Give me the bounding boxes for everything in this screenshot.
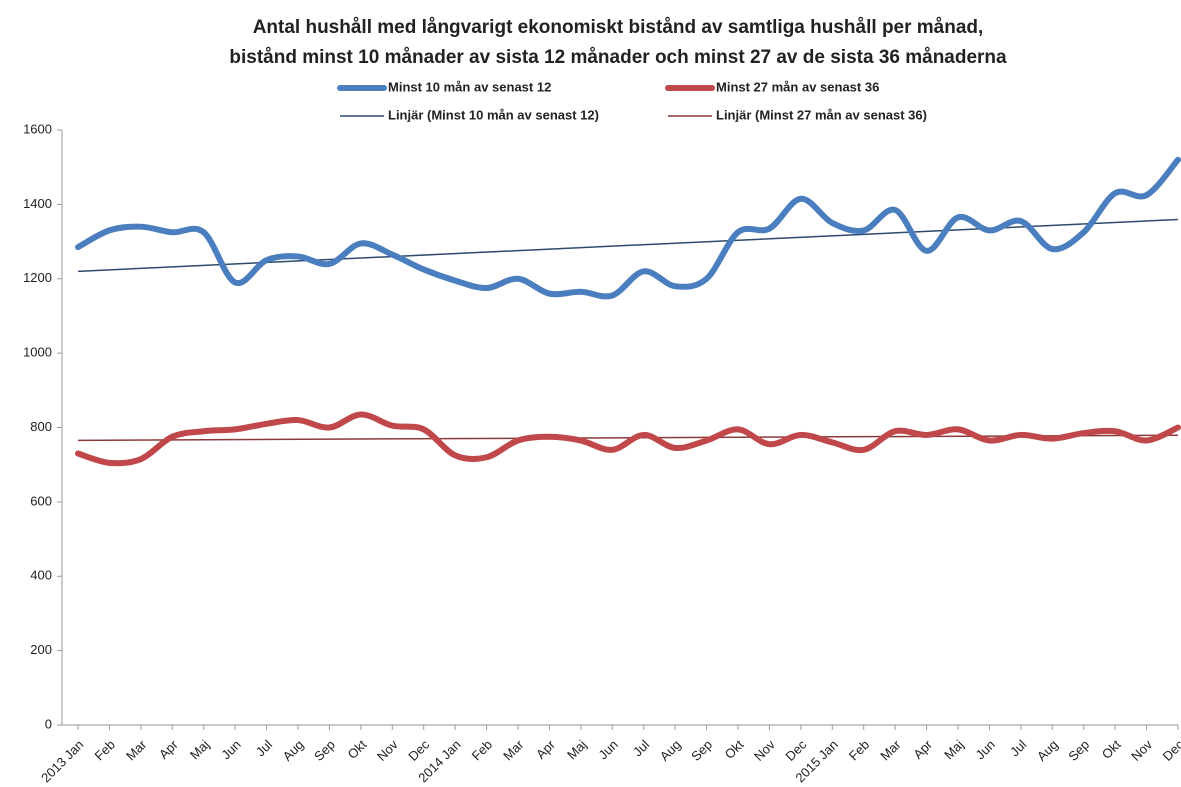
x-tick-label: Apr [910,736,935,761]
x-tick-label: Dec [1160,737,1181,764]
legend-label: Linjär (Minst 27 mån av senast 36) [716,107,927,122]
x-tick-label: Feb [846,737,872,763]
legend-label: Minst 10 mån av senast 12 [388,79,551,94]
x-tick-label: Maj [187,737,212,762]
x-tick-label: Jun [218,737,243,762]
x-tick-label: Apr [156,736,181,761]
legend-label: Minst 27 mån av senast 36 [716,79,879,94]
x-tick-label: Nov [374,737,401,764]
x-tick-label: Mar [500,736,527,763]
y-tick-label: 1600 [23,121,52,136]
x-tick-label: Sep [311,737,338,764]
y-tick-label: 800 [30,419,52,434]
trendline [77,434,1179,442]
x-tick-label: Mar [123,736,150,763]
x-tick-label: Feb [92,737,118,763]
x-tick-label: Aug [280,737,307,764]
x-tick-label: Jun [595,737,620,762]
x-tick-label: Dec [405,737,432,764]
x-tick-label: Okt [1099,737,1124,762]
y-tick-label: 200 [30,642,52,657]
y-tick-label: 400 [30,568,52,583]
y-tick-label: 1200 [23,270,52,285]
x-tick-label: Jul [630,737,652,759]
x-tick-label: Jul [253,737,275,759]
x-tick-label: Maj [941,737,966,762]
series-line [75,156,1181,300]
x-tick-label: Maj [564,737,589,762]
x-tick-label: Sep [1065,737,1092,764]
y-tick-label: 600 [30,493,52,508]
x-tick-label: Apr [533,736,558,761]
chart-title: bistånd minst 10 månader av sista 12 mån… [229,47,1007,68]
x-tick-label: Feb [469,737,495,763]
x-tick-label: 2013 Jan [38,737,86,785]
chart-title: Antal hushåll med långvarigt ekonomiskt … [253,17,984,38]
trendline [77,218,1179,273]
y-tick-label: 1000 [23,345,52,360]
x-tick-label: Mar [877,736,904,763]
y-tick-label: 0 [45,716,52,731]
x-tick-label: Jun [973,737,998,762]
x-tick-label: Nov [751,737,778,764]
x-tick-label: Jul [1007,737,1029,759]
legend-label: Linjär (Minst 10 mån av senast 12) [388,107,599,122]
x-tick-label: Nov [1128,737,1155,764]
series-line [75,411,1181,467]
y-tick-label: 1400 [23,196,52,211]
x-tick-label: Dec [782,737,809,764]
x-tick-label: Aug [657,737,684,764]
x-tick-label: Aug [1034,737,1061,764]
x-tick-label: Okt [722,737,747,762]
x-tick-label: Sep [688,737,715,764]
x-tick-label: Okt [344,737,369,762]
